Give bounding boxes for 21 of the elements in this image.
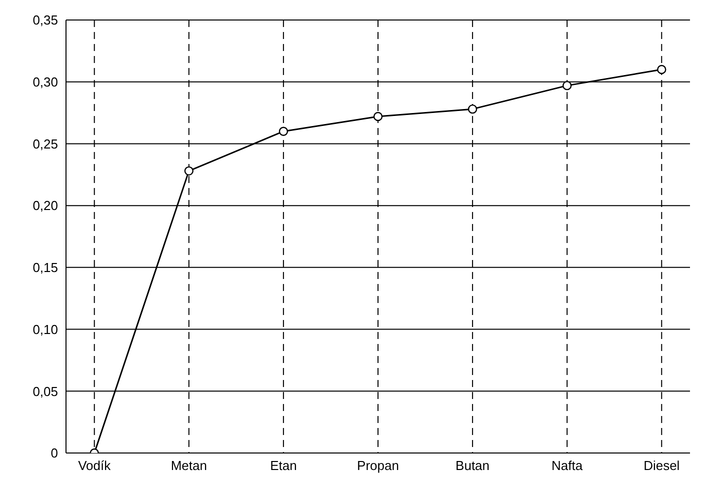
- y-tick-label: 0,10: [32, 322, 58, 337]
- y-tick-label: 0,05: [32, 384, 58, 399]
- y-tick-label: 0,25: [32, 136, 58, 152]
- point: [657, 64, 666, 74]
- y-tick-label: 0,30: [32, 74, 58, 90]
- y-tick-label: 0,35: [32, 12, 58, 28]
- x-tick-label: Propan: [357, 458, 399, 474]
- y-tick-label: 0,20: [32, 198, 58, 214]
- x-tick-label: Diesel: [644, 458, 680, 474]
- point: [468, 104, 478, 114]
- x-tick-label: Vodík: [78, 458, 112, 474]
- point: [373, 112, 383, 122]
- y-tick-label: 0,15: [32, 260, 58, 276]
- x-tick-label: Etan: [270, 458, 297, 474]
- point: [278, 126, 288, 136]
- x-tick-label: Nafta: [552, 458, 584, 474]
- y-tick-label: 0: [50, 446, 58, 461]
- x-tick-label: Metan: [170, 458, 207, 474]
- point: [184, 166, 194, 176]
- x-tick-label: Butan: [456, 458, 490, 474]
- point: [562, 80, 572, 90]
